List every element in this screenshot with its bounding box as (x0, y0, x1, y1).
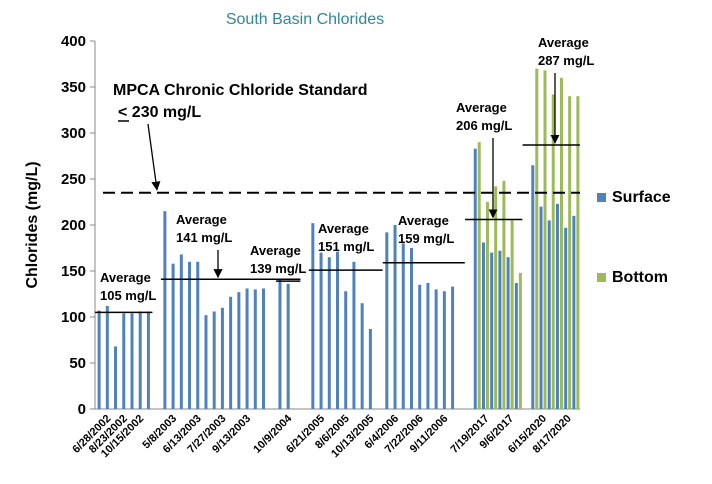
standard-label: < 230 mg/L (118, 104, 201, 121)
bar (212, 311, 216, 409)
bar (409, 248, 413, 409)
legend-swatch (597, 273, 606, 282)
bar (477, 142, 481, 409)
bar (531, 165, 535, 409)
bar (179, 254, 183, 409)
y-tick-label: 100 (61, 309, 86, 326)
bar (418, 284, 422, 409)
bar (171, 263, 175, 409)
bar (286, 283, 290, 409)
y-tick-label: 400 (61, 33, 86, 50)
bar (535, 68, 539, 409)
bar (393, 225, 397, 409)
bar (105, 305, 109, 409)
standard-label: MPCA Chronic Chloride Standard (113, 82, 368, 99)
average-label: 287 mg/L (538, 53, 594, 68)
average-title: Average (538, 35, 589, 50)
bar (547, 220, 551, 409)
bar (564, 227, 568, 409)
y-tick-label: 250 (61, 171, 86, 188)
bar (196, 261, 200, 409)
bar (485, 202, 489, 409)
bar (122, 313, 126, 409)
y-tick-label: 150 (61, 263, 86, 280)
bar (481, 242, 485, 409)
y-tick-label: 0 (78, 401, 86, 418)
bar (278, 279, 282, 409)
bar (352, 261, 356, 409)
bar (229, 296, 233, 409)
average-label: 159 mg/L (398, 231, 454, 246)
bar (518, 272, 522, 409)
bar (360, 303, 364, 409)
y-tick-label: 350 (61, 79, 86, 96)
bar (130, 313, 134, 409)
bar (327, 257, 331, 409)
bar (237, 292, 241, 409)
bar (253, 289, 257, 409)
bar (319, 252, 323, 409)
bar (576, 96, 580, 409)
bar (490, 252, 494, 409)
bar (368, 328, 372, 409)
legend-swatch (597, 193, 606, 202)
chart-title: South Basin Chlorides (226, 11, 384, 28)
bar (494, 186, 498, 409)
y-tick-label: 300 (61, 125, 86, 142)
bar (559, 77, 563, 410)
bar (451, 286, 455, 409)
bar (401, 243, 405, 409)
bar (543, 70, 547, 409)
bar (204, 315, 208, 409)
average-title: Average (100, 270, 151, 285)
bar (146, 311, 150, 409)
bar (220, 307, 224, 409)
bar (498, 250, 502, 409)
bar (434, 289, 438, 409)
bar (572, 215, 576, 409)
y-tick-label: 200 (61, 217, 86, 234)
y-tick-label: 50 (69, 355, 86, 372)
bar (311, 223, 315, 409)
bar (555, 203, 559, 409)
average-title: Average (318, 221, 369, 236)
legend-label: Bottom (612, 269, 668, 286)
arrow (147, 123, 161, 191)
legend-label: Surface (612, 189, 671, 206)
average-label: 139 mg/L (250, 261, 306, 276)
bar (473, 148, 477, 409)
bar (262, 288, 266, 409)
bar (245, 288, 249, 409)
average-label: 151 mg/L (318, 239, 374, 254)
bar (385, 232, 389, 409)
average-title: Average (250, 243, 301, 258)
bar (514, 282, 518, 409)
bar (502, 180, 506, 409)
bar (188, 261, 192, 409)
bar (510, 220, 514, 409)
bar (114, 346, 118, 409)
average-label: 206 mg/L (456, 118, 512, 133)
average-title: Average (456, 100, 507, 115)
bar (97, 310, 101, 409)
bar (539, 206, 543, 409)
average-label: 105 mg/L (100, 288, 156, 303)
bar (163, 211, 167, 409)
bar (336, 251, 339, 409)
bar (344, 291, 348, 409)
bar (551, 94, 555, 410)
bar (138, 311, 142, 409)
average-title: Average (398, 213, 449, 228)
average-label: 141 mg/L (176, 230, 232, 245)
y-axis-label: Chlorides (mg/L) (24, 161, 41, 288)
bar (568, 96, 572, 409)
average-title: Average (176, 212, 227, 227)
bar (426, 282, 430, 409)
bar (506, 257, 510, 409)
bar (442, 291, 446, 409)
